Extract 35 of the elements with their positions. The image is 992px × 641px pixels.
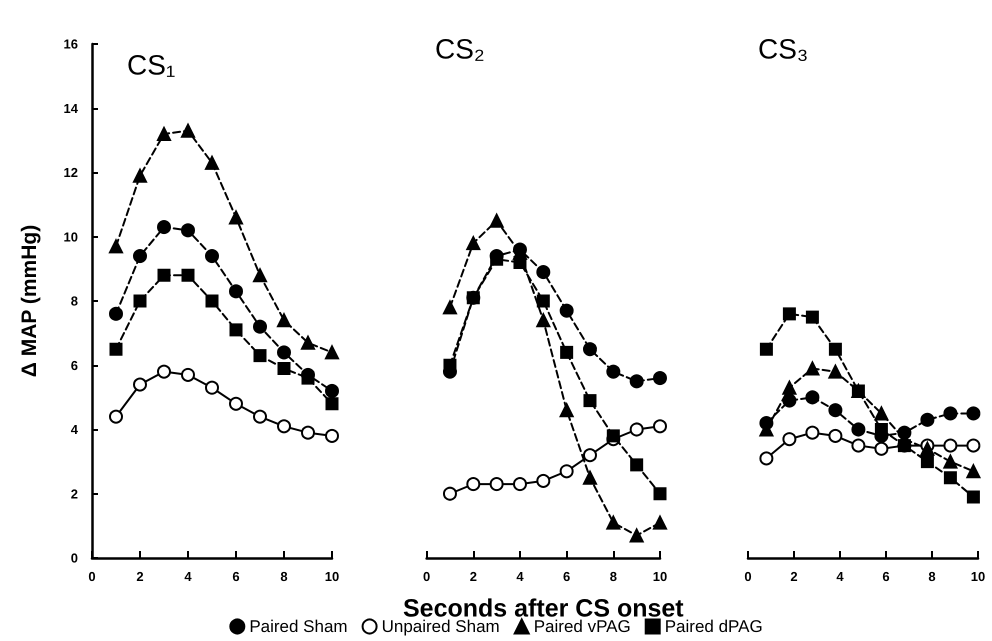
x-tick-label: 4 bbox=[516, 569, 524, 584]
x-tick-label: 6 bbox=[882, 569, 890, 584]
x-tick-label: 8 bbox=[280, 569, 288, 584]
x-tick-label: 2 bbox=[136, 569, 144, 584]
y-tick-label: 16 bbox=[64, 36, 78, 52]
y-tick-label: 10 bbox=[64, 229, 78, 244]
x-tick-label: 0 bbox=[88, 569, 96, 584]
legend-label: Paired vPAG bbox=[534, 617, 631, 636]
y-tick-label: 12 bbox=[64, 165, 78, 180]
x-tick-label: 2 bbox=[470, 569, 477, 584]
chart-title: CS₂ bbox=[435, 34, 485, 64]
x-tick-label: 2 bbox=[790, 569, 798, 584]
x-tick-label: 4 bbox=[184, 569, 192, 584]
legend-label: Unpaired Sham bbox=[382, 617, 500, 636]
x-tick-label: 0 bbox=[744, 569, 752, 584]
x-tick-label: 6 bbox=[232, 569, 240, 584]
x-tick-label: 10 bbox=[652, 569, 668, 584]
x-tick-label: 10 bbox=[324, 569, 340, 584]
y-axis-title: Δ MAP (mmHg) bbox=[18, 224, 41, 378]
x-tick-label: 8 bbox=[928, 569, 936, 584]
legend-label: Paired dPAG bbox=[664, 617, 763, 636]
y-tick-label: 14 bbox=[64, 100, 79, 116]
chart-title: CS₃ bbox=[758, 34, 808, 64]
legend-label: Paired Sham bbox=[249, 617, 348, 636]
x-tick-label: 10 bbox=[970, 569, 986, 584]
y-tick-label: 2 bbox=[70, 486, 78, 502]
x-tick-label: 4 bbox=[836, 569, 844, 584]
x-tick-label: 0 bbox=[423, 569, 430, 584]
x-tick-label: 6 bbox=[563, 569, 570, 584]
y-tick-label: 0 bbox=[70, 550, 78, 566]
y-tick-label: 8 bbox=[70, 294, 78, 308]
y-tick-label: 6 bbox=[70, 358, 78, 373]
x-tick-label: 8 bbox=[610, 569, 617, 584]
chart-title: CS₁ bbox=[127, 50, 176, 80]
y-tick-label: 4 bbox=[70, 422, 79, 437]
